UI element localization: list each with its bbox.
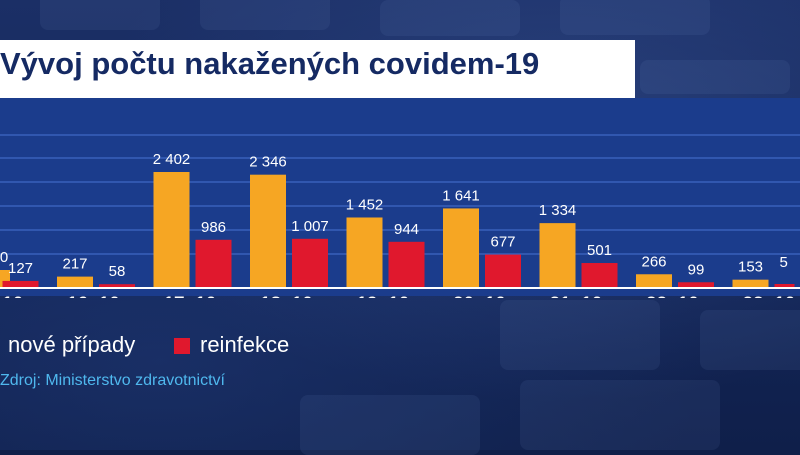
x-tick-label: 15. 10. [0, 294, 29, 298]
x-tick-label: 21. 10. [549, 294, 607, 298]
chart-title: Vývoj počtu nakažených covidem-19 [0, 46, 540, 81]
keyboard-key [40, 0, 160, 30]
bar-nove-pripady [57, 276, 93, 287]
bar-reinfekce [774, 284, 795, 287]
data-label-reinfekce: 5 [780, 254, 788, 271]
data-label-reinfekce: 127 [8, 260, 33, 277]
x-tick-label: 20. 10. [453, 294, 511, 298]
bar-reinfekce [99, 284, 135, 287]
keyboard-key [500, 300, 660, 370]
bar-reinfekce [292, 238, 328, 287]
data-label-nove-pripady: 0 [0, 249, 8, 266]
x-tick-label: 17. 10. [163, 294, 221, 298]
bar-reinfekce [388, 241, 425, 287]
bar-nove-pripady [153, 172, 190, 287]
data-label-reinfekce: 99 [688, 261, 705, 278]
data-label-nove-pripady: 266 [641, 253, 666, 270]
bar-nove-pripady [0, 270, 10, 287]
data-label-reinfekce: 501 [587, 242, 612, 259]
data-label-nove-pripady: 1 334 [539, 202, 577, 219]
title-bar: Vývoj počtu nakažených covidem-19 [0, 40, 635, 98]
bar-reinfekce [485, 254, 521, 287]
bar-nove-pripady [250, 174, 286, 287]
legend-label-nove: nové případy [8, 332, 136, 357]
keyboard-key [640, 60, 790, 94]
bar-reinfekce [678, 282, 714, 287]
x-tick-label: 19. 10. [356, 294, 414, 298]
data-label-nove-pripady: 217 [62, 256, 87, 273]
bar-reinfekce [581, 263, 618, 287]
data-label-nove-pripady: 1 452 [346, 196, 384, 213]
bar-reinfekce [195, 239, 232, 287]
bar-nove-pripady [346, 217, 383, 287]
keyboard-key [520, 380, 720, 450]
data-label-reinfekce: 944 [394, 221, 419, 238]
keyboard-key [380, 0, 520, 36]
x-tick-label: 22. 10. [646, 294, 704, 298]
x-tick-label: 16. 10. [67, 294, 125, 298]
bar-nove-pripady [443, 208, 479, 287]
data-label-reinfekce: 677 [490, 234, 515, 251]
data-label-reinfekce: 58 [109, 263, 126, 280]
keyboard-key [560, 0, 710, 35]
bar-nove-pripady [636, 274, 672, 287]
keyboard-key [200, 0, 330, 30]
x-tick-label: 23. 10. [742, 294, 800, 298]
data-label-nove-pripady: 1 641 [442, 187, 480, 204]
keyboard-key [300, 395, 480, 455]
keyboard-key [700, 310, 800, 370]
bar-nove-pripady [539, 223, 576, 287]
legend-swatch-reinfekce [174, 338, 190, 354]
data-label-reinfekce: 1 007 [291, 218, 329, 235]
bar-reinfekce [2, 280, 39, 287]
data-label-reinfekce: 986 [201, 219, 226, 236]
data-label-nove-pripady: 2 402 [153, 151, 191, 168]
data-label-nove-pripady: 2 346 [249, 154, 287, 171]
bar-nove-pripady [732, 279, 769, 287]
data-label-nove-pripady: 153 [738, 259, 763, 276]
x-tick-label: 18. 10. [260, 294, 318, 298]
legend-label-reinfekce: reinfekce [200, 332, 290, 357]
source-note: Zdroj: Ministerstvo zdravotnictví [0, 372, 225, 389]
